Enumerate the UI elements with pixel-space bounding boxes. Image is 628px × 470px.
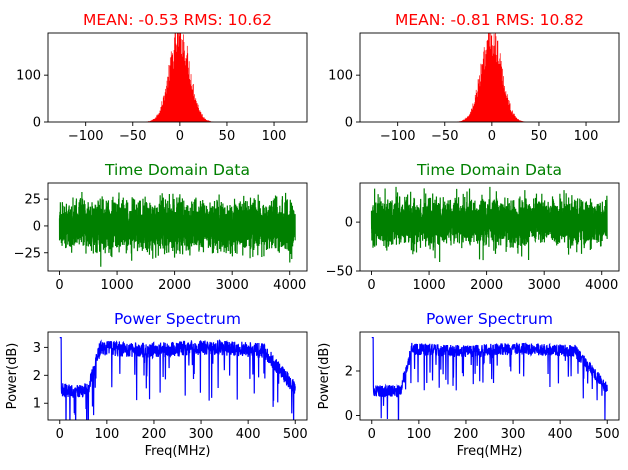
- y-tick-label: 2: [33, 369, 41, 384]
- x-tick-label: 0: [488, 129, 496, 144]
- subplot-2: −100 −50 0 50 100 0 100 MEAN: -0.81 RMS: 10.82: [328, 11, 620, 144]
- plot-area: [145, 33, 214, 122]
- x-tick-label: 100: [574, 129, 599, 144]
- plot-area: [371, 336, 608, 420]
- y-tick-label: 0: [33, 116, 41, 131]
- y-tick-label: 1: [33, 397, 41, 412]
- plot-area: [58, 191, 296, 267]
- subplot-title: Time Domain Data: [416, 161, 562, 179]
- x-tick-label: 0: [367, 278, 375, 293]
- axes-frame: [47, 331, 308, 421]
- x-tick-label: 200: [454, 427, 479, 442]
- x-tick-label: −100: [68, 129, 104, 144]
- y-axis-label: Power(dB): [5, 343, 20, 410]
- x-tick-label: 100: [262, 129, 287, 144]
- x-tick-label: 500: [595, 427, 620, 442]
- y-tick-label: 3: [33, 341, 41, 356]
- y-tick-label: 0: [345, 216, 353, 231]
- histogram-bars: [145, 33, 214, 122]
- x-tick-label: −50: [431, 129, 458, 144]
- x-tick-label: 0: [55, 278, 63, 293]
- time-series-line: [58, 191, 296, 267]
- y-tick-label: 100: [16, 69, 41, 84]
- x-tick-label: −50: [119, 129, 146, 144]
- subplot-title: MEAN: -0.53 RMS: 10.62: [83, 11, 272, 29]
- y-tick-label: 2: [345, 364, 353, 379]
- x-tick-label: 4000: [273, 278, 306, 293]
- x-tick-label: 300: [501, 427, 526, 442]
- plot-area: [370, 186, 608, 262]
- axes-frame: [359, 182, 620, 272]
- x-tick-label: 50: [219, 129, 236, 144]
- x-tick-label: 0: [176, 129, 184, 144]
- x-tick-label: 0: [56, 427, 64, 442]
- y-tick-label: 0: [345, 116, 353, 131]
- y-tick-label: 0: [345, 409, 353, 424]
- subplot-1: −100 −50 0 50 100 0 100 MEAN: -0.53 RMS: 10.62: [16, 11, 308, 144]
- subplot-title: Power Spectrum: [426, 310, 553, 328]
- x-tick-label: 300: [189, 427, 214, 442]
- x-tick-label: 1000: [101, 278, 134, 293]
- x-tick-label: 100: [94, 427, 119, 442]
- x-tick-label: 3000: [216, 278, 249, 293]
- time-series-line: [370, 186, 608, 262]
- subplot-title: Time Domain Data: [104, 161, 250, 179]
- y-tick-label: 0: [33, 219, 41, 234]
- x-tick-label: 0: [368, 427, 376, 442]
- x-axis-label: Freq(MHz): [457, 444, 523, 459]
- subplot-title: Power Spectrum: [114, 310, 241, 328]
- y-tick-label: 25: [24, 193, 41, 208]
- subplot-5: 0 100 200 300 400 500 1 2 3 Power Spectrum Freq(MH…: [5, 310, 308, 459]
- subplot-3: 0 1000 2000 3000 4000 −25 0 25 Time Domain Data: [14, 161, 308, 293]
- subplot-4: 0 1000 2000 3000 4000 −50 0 Time Domain Data: [326, 161, 620, 293]
- plot-area: [457, 33, 526, 122]
- x-tick-label: 4000: [585, 278, 618, 293]
- axes-frame: [359, 331, 620, 421]
- axes-frame: [47, 32, 308, 123]
- x-tick-label: 2000: [158, 278, 191, 293]
- x-tick-label: 100: [406, 427, 431, 442]
- x-tick-label: 500: [283, 427, 308, 442]
- x-tick-label: 1000: [413, 278, 446, 293]
- histogram-bars: [457, 33, 526, 122]
- x-tick-label: 2000: [470, 278, 503, 293]
- spectrum-line: [59, 336, 296, 420]
- x-tick-label: 200: [142, 427, 167, 442]
- axes-frame: [47, 182, 308, 272]
- x-axis-label: Freq(MHz): [145, 444, 211, 459]
- subplot-title: MEAN: -0.81 RMS: 10.82: [395, 11, 584, 29]
- axes-frame: [359, 32, 620, 123]
- spectrum-line: [371, 336, 608, 420]
- y-tick-label: −25: [14, 246, 41, 261]
- y-tick-label: 100: [328, 69, 353, 84]
- y-axis-label: Power(dB): [317, 343, 332, 410]
- x-tick-label: 400: [236, 427, 261, 442]
- x-tick-label: 50: [531, 129, 548, 144]
- x-tick-label: 400: [548, 427, 573, 442]
- plot-area: [59, 336, 296, 420]
- x-tick-label: 3000: [528, 278, 561, 293]
- x-tick-label: −100: [380, 129, 416, 144]
- y-tick-label: −50: [326, 265, 353, 280]
- subplot-6: 0 100 200 300 400 500 0 2 Power Spectrum Freq(MHz…: [317, 310, 620, 459]
